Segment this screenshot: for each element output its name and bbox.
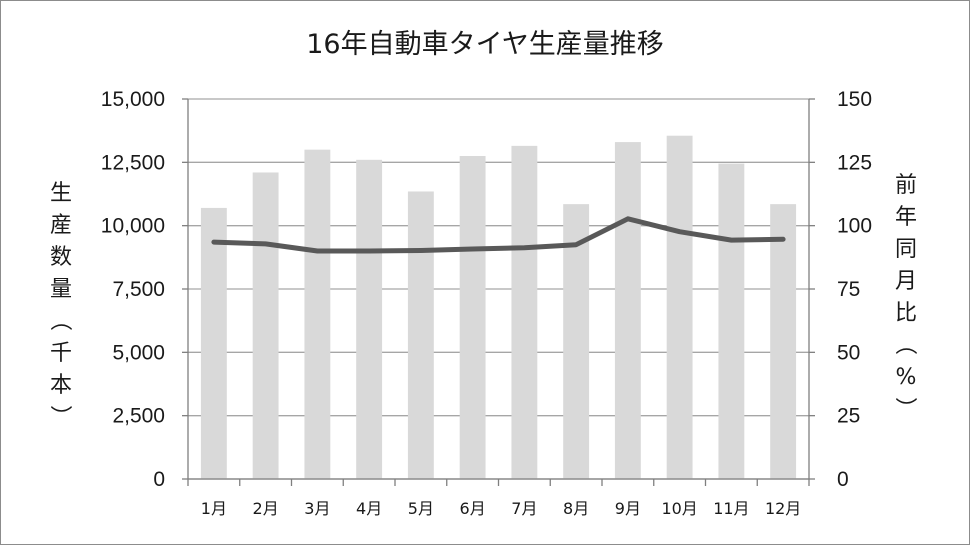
line-series <box>211 216 786 254</box>
x-tick-label: 9月 <box>615 499 641 518</box>
x-tick-label: 2月 <box>253 499 279 518</box>
axis-label-char: 本 <box>50 373 72 398</box>
axis-label-char: 比 <box>895 301 917 326</box>
left-tick-label: 10,000 <box>101 215 165 238</box>
right-tick-label: 25 <box>837 405 860 428</box>
right-tick-label: 125 <box>837 151 872 174</box>
bar <box>356 159 383 480</box>
x-tick-label: 1月 <box>201 499 227 518</box>
bar-series <box>200 135 797 480</box>
right-tick-label: 75 <box>837 278 860 301</box>
x-tick-label: 3月 <box>304 499 330 518</box>
left-tick-label: 5,000 <box>112 341 165 364</box>
bar <box>304 149 331 479</box>
axis-label-char: 月 <box>895 269 917 294</box>
axis-label-char: 前 <box>895 173 917 198</box>
right-tick-label: 0 <box>837 468 849 491</box>
bar <box>563 204 590 479</box>
bar <box>407 191 434 479</box>
x-tick-label: 7月 <box>511 499 537 518</box>
gridlines <box>188 98 809 480</box>
axis-label-char: 産 <box>50 213 72 238</box>
right-axis-ticks: 0 25 50 75 100 125 150 <box>837 88 872 491</box>
left-tick-label: 15,000 <box>101 88 165 111</box>
left-axis-ticks: 0 2,500 5,000 7,500 10,000 12,500 15,000 <box>101 88 165 491</box>
x-tick-label: 8月 <box>563 499 589 518</box>
right-tick-label: 100 <box>837 215 872 238</box>
chart-title: 16年自動車タイヤ生産量推移 <box>306 29 664 60</box>
axis-label-char: 量 <box>50 277 72 302</box>
yoy-line <box>211 216 786 254</box>
bar <box>614 142 641 480</box>
axis-label-char: （ <box>47 309 72 331</box>
x-tick-label: 12月 <box>765 499 801 518</box>
bar <box>252 172 279 479</box>
right-tick-label: 50 <box>837 341 860 364</box>
axis-label-char: % <box>896 365 917 390</box>
x-tick-label: 4月 <box>356 499 382 518</box>
axis-label-char: 千 <box>50 341 72 366</box>
left-tick-label: 2,500 <box>112 405 165 428</box>
bar <box>511 145 538 479</box>
axis-label-char: （ <box>892 333 917 355</box>
axis-label-char: ） <box>892 397 917 419</box>
axis-label-char: 年 <box>895 205 917 230</box>
bar <box>770 204 797 479</box>
x-tick-label: 6月 <box>460 499 486 518</box>
left-tick-label: 7,500 <box>112 278 165 301</box>
axis-label-char: 同 <box>895 237 917 262</box>
x-tick-label: 5月 <box>408 499 434 518</box>
axis-label-char: ） <box>47 405 72 427</box>
axis-label-char: 数 <box>50 245 72 270</box>
x-tick-label: 10月 <box>661 499 697 518</box>
bar <box>459 156 486 479</box>
bar <box>200 207 227 479</box>
axes <box>182 98 815 486</box>
left-tick-label: 12,500 <box>101 151 165 174</box>
left-tick-label: 0 <box>153 468 165 491</box>
axis-label-char: 生 <box>50 181 72 206</box>
x-tick-label: 11月 <box>713 499 749 518</box>
bar <box>666 135 693 479</box>
right-tick-label: 150 <box>837 88 872 111</box>
bar <box>718 163 745 479</box>
x-axis-ticks: 1月 2月 3月 4月 5月 6月 7月 8月 9月 10月 11月 12月 <box>201 499 802 518</box>
